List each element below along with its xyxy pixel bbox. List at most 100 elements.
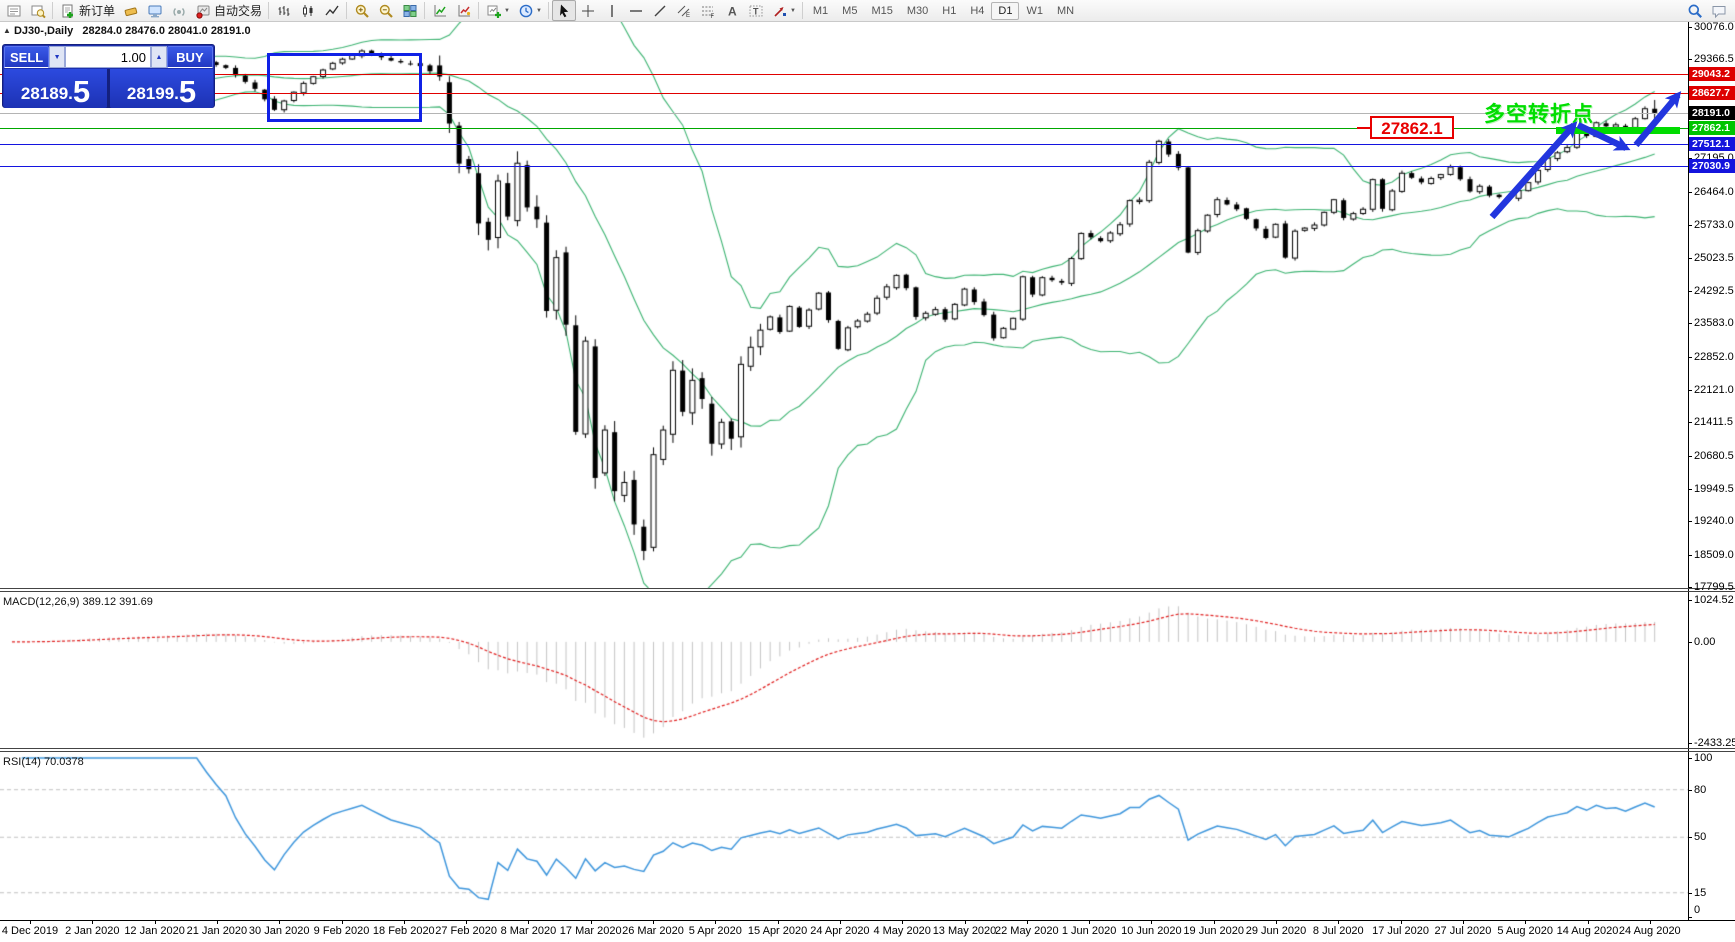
chevron-down-icon[interactable]: ▼ [789, 7, 796, 14]
macd-indicator-label: MACD(12,26,9) 389.12 391.69 [3, 596, 153, 608]
panel-separator[interactable] [0, 588, 1735, 589]
timeframe-m1-button[interactable]: M1 [812, 4, 829, 17]
price-tick-mark [1688, 521, 1692, 523]
buy-button[interactable]: BUY [166, 46, 213, 68]
price-level-line[interactable] [0, 128, 1688, 129]
text-label-button[interactable]: T [744, 0, 768, 21]
time-tick-label: 24 Aug 2020 [1618, 925, 1681, 937]
candlestick-chart-button[interactable] [296, 0, 320, 21]
macd-tick-label: 1024.52 [1694, 593, 1734, 606]
timeframe-m5-button[interactable]: M5 [842, 4, 858, 17]
volume-input[interactable] [65, 46, 152, 68]
price-level-line[interactable] [0, 113, 1688, 114]
line-chart-button[interactable] [320, 0, 344, 21]
time-tick-mark [839, 920, 841, 924]
pivot-level-callout[interactable]: 27862.1 [1370, 116, 1454, 139]
price-tick-mark [1688, 290, 1692, 292]
timeframe-d1-button[interactable]: D1 [991, 1, 1020, 20]
history-center-icon [123, 3, 139, 19]
price-tick-label: 22121.0 [1694, 383, 1734, 396]
time-tick-mark [279, 920, 281, 924]
chevron-down-icon[interactable]: ▼ [535, 7, 542, 14]
bar-chart-button[interactable] [272, 0, 296, 21]
new-order-button[interactable]: 新订单 [56, 0, 119, 21]
history-center-button[interactable] [119, 0, 143, 21]
time-tick-mark [902, 920, 904, 924]
time-tick-label: 9 Feb 2020 [313, 925, 370, 937]
chevron-down-icon[interactable]: ▼ [504, 7, 510, 14]
price-level-line[interactable] [0, 74, 1688, 76]
autotrading-label: 自动交易 [214, 4, 263, 18]
price-level-line[interactable] [0, 165, 1688, 167]
zoom-in-button[interactable] [350, 0, 374, 21]
time-tick-mark [1026, 920, 1028, 924]
crosshair-button[interactable] [576, 0, 600, 21]
turning-point-annotation[interactable]: 多空转折点 [1484, 103, 1594, 126]
timeframe-h1-button[interactable]: H1 [942, 4, 957, 17]
zoom-out-button[interactable] [374, 0, 398, 21]
timeframe-mn-button[interactable]: MN [1056, 4, 1075, 17]
time-tick-mark [1649, 920, 1651, 924]
timeframe-h4-button[interactable]: H4 [970, 4, 985, 17]
indicators-button[interactable] [428, 0, 452, 21]
time-tick-mark [528, 920, 530, 924]
market-watch-button[interactable] [26, 0, 50, 21]
price-tick-label: 25733.0 [1694, 219, 1734, 232]
macd-tick-label: -2433.25 [1694, 736, 1735, 749]
charts-list-button[interactable] [2, 0, 26, 21]
price-tick-mark [1688, 587, 1692, 588]
equidistant-channel-button[interactable]: E [672, 0, 696, 21]
indicator-favorites-button[interactable] [452, 0, 476, 21]
chart-period-button[interactable]: ▼ [514, 0, 546, 21]
sell-price-display[interactable]: 28189. 5 [4, 69, 107, 108]
pivot-highlight-bar[interactable] [1556, 127, 1680, 134]
price-level-line[interactable] [0, 93, 1688, 95]
vertical-line-button[interactable] [600, 0, 624, 21]
new-chart-button[interactable]: ▼ [482, 0, 514, 21]
new-order-label: 新订单 [79, 4, 116, 18]
buy-price-display[interactable]: 28199. 5 [110, 69, 213, 108]
panel-separator[interactable] [0, 748, 1735, 749]
subwindow-marker-icon[interactable]: ▲ [3, 26, 11, 35]
volume-increase-button[interactable]: ▲ [151, 46, 167, 68]
time-tick-mark [1587, 920, 1589, 924]
sell-button[interactable]: SELL [4, 46, 50, 68]
toolbar: 新订单 自动交易 ▼ ▼ E F A T ▼ M1 M5 M15 M30 H1 H4 D1 W1 MN [0, 0, 1735, 22]
experts-button[interactable] [143, 0, 167, 21]
up-trend-arrow[interactable] [1489, 121, 1578, 220]
toolbar-separator [547, 2, 549, 19]
search-button[interactable] [1683, 0, 1707, 21]
horizontal-line-button[interactable] [624, 0, 648, 21]
price-tick-mark [1688, 257, 1692, 259]
price-tick-mark [1688, 389, 1692, 391]
pullback-arrow[interactable] [1576, 122, 1631, 151]
fibonacci-icon: F [700, 3, 716, 19]
chat-button[interactable] [1707, 0, 1731, 21]
timeframe-m15-button[interactable]: M15 [871, 4, 893, 17]
text-button[interactable]: A [720, 0, 744, 21]
cursor-button[interactable] [551, 0, 576, 21]
arrows-tool-button[interactable]: ▼ [768, 0, 800, 21]
consolidation-rectangle-object[interactable] [267, 53, 422, 122]
signals-button[interactable] [167, 0, 191, 21]
trend-arrows-object[interactable] [1440, 55, 1700, 235]
rsi-indicator-label: RSI(14) 70.0378 [3, 756, 84, 768]
price-tick-mark [1688, 356, 1692, 358]
breakout-arrow[interactable] [1633, 91, 1682, 148]
price-level-line[interactable] [0, 143, 1688, 145]
time-tick-mark [1276, 920, 1277, 924]
time-axis-border [0, 920, 1735, 921]
chat-icon [1711, 3, 1727, 19]
time-tick-label: 1 Jun 2020 [1061, 925, 1117, 937]
fibonacci-button[interactable]: F [696, 0, 720, 21]
tile-windows-button[interactable] [398, 0, 422, 21]
autotrading-button[interactable]: 自动交易 [191, 0, 266, 21]
trendline-button[interactable] [648, 0, 672, 21]
volume-decrease-button[interactable]: ▼ [49, 46, 66, 68]
trendline-icon [652, 3, 668, 19]
rsi-tick-label: 80 [1694, 783, 1707, 796]
timeframe-w1-button[interactable]: W1 [1026, 4, 1043, 17]
timeframe-m30-button[interactable]: M30 [906, 4, 929, 17]
price-tick-label: 19240.0 [1694, 515, 1734, 528]
